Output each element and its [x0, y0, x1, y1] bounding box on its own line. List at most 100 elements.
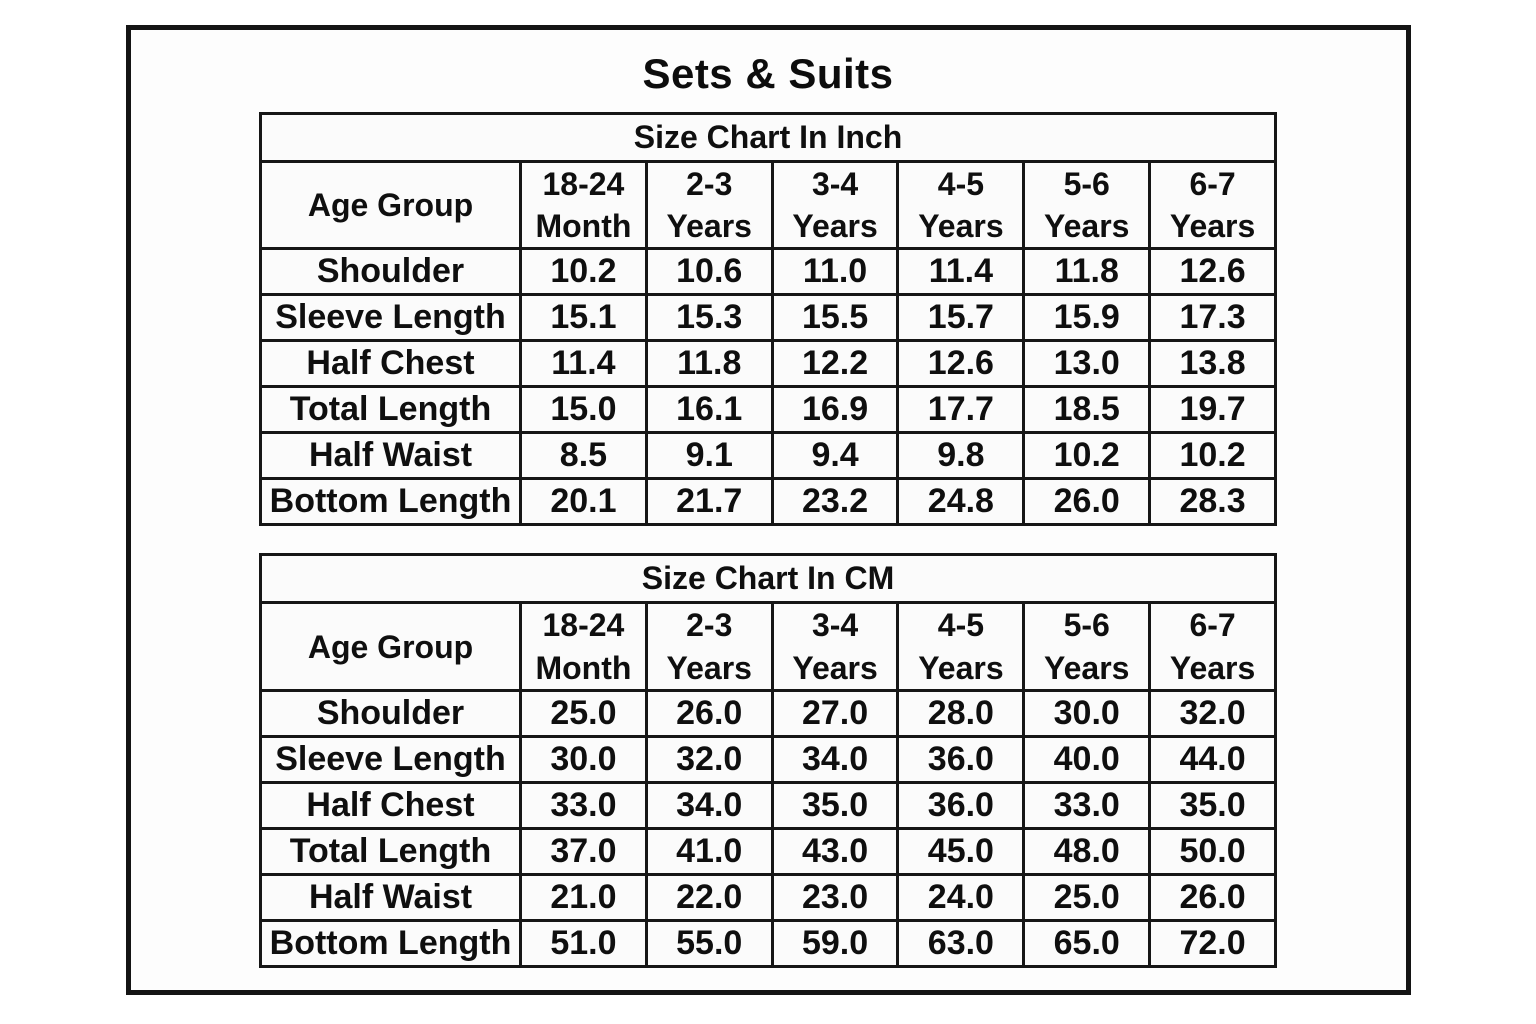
column-header-18-24-month: 18-24 Month: [519, 601, 648, 692]
table-row: Sleeve Length 15.1 15.3 15.5 15.7 15.9 1…: [259, 293, 1277, 343]
table-row: Bottom Length 20.1 21.7 23.2 24.8 26.0 2…: [259, 477, 1277, 527]
outer-frame: Sets & Suits Size Chart In Inch Age Grou…: [125, 25, 1411, 995]
row-label-bottom-length: Bottom Length: [259, 477, 522, 527]
table-cell: 33.0: [1022, 780, 1152, 830]
table-row: Bottom Length 51.0 55.0 59.0 63.0 65.0 7…: [259, 918, 1277, 968]
table-row: Total Length 37.0 41.0 43.0 45.0 48.0 50…: [259, 826, 1277, 876]
table-cell: 35.0: [770, 780, 900, 830]
table-cell: 72.0: [1148, 918, 1277, 968]
table-row: Half Waist 8.5 9.1 9.4 9.8 10.2 10.2: [259, 431, 1277, 481]
table-cell: 23.2: [770, 477, 900, 527]
table-cell: 26.0: [1148, 872, 1277, 922]
table-cell: 20.1: [519, 477, 648, 527]
table-cell: 13.8: [1148, 339, 1277, 389]
row-label-half-waist: Half Waist: [259, 431, 522, 481]
table-cell: 15.3: [644, 293, 774, 343]
table-cell: 36.0: [896, 780, 1026, 830]
table-cell: 11.8: [1022, 247, 1152, 297]
table-cell: 10.2: [1148, 431, 1277, 481]
table-cell: 65.0: [1022, 918, 1152, 968]
table-cell: 15.5: [770, 293, 900, 343]
column-header-line: 4-5: [937, 607, 985, 644]
table-cell: 36.0: [896, 734, 1026, 784]
table-cell: 27.0: [770, 688, 900, 738]
column-header-line: 4-5: [937, 166, 985, 202]
table-cell: 15.0: [519, 385, 648, 435]
table-cell: 63.0: [896, 918, 1026, 968]
column-header-5-6-years: 5-6 Years: [1022, 601, 1152, 692]
table-caption-inch: Size Chart In Inch: [259, 112, 1277, 163]
age-group-header: Age Group: [259, 159, 522, 251]
table-cell: 30.0: [1022, 688, 1152, 738]
table-cell: 11.4: [519, 339, 648, 389]
column-header-line: 18-24: [542, 166, 625, 202]
table-cell: 34.0: [644, 780, 774, 830]
table-cell: 30.0: [519, 734, 648, 784]
row-label-total-length: Total Length: [259, 826, 522, 876]
table-cell: 33.0: [519, 780, 648, 830]
table-row: Shoulder 25.0 26.0 27.0 28.0 30.0 32.0: [259, 688, 1277, 738]
column-header-6-7-years: 6-7 Years: [1148, 601, 1277, 692]
table-cell: 25.0: [519, 688, 648, 738]
size-chart-cm-table: Size Chart In CM Age Group 18-24 Month 2…: [259, 553, 1277, 968]
column-header-line: Years: [666, 208, 752, 245]
table-cell: 8.5: [519, 431, 648, 481]
table-row: Sleeve Length 30.0 32.0 34.0 36.0 40.0 4…: [259, 734, 1277, 784]
table-row: Total Length 15.0 16.1 16.9 17.7 18.5 19…: [259, 385, 1277, 435]
table-cell: 15.7: [896, 293, 1026, 343]
table-caption-cm: Size Chart In CM: [259, 553, 1277, 605]
size-chart-inch-table: Size Chart In Inch Age Group 18-24 Month…: [259, 112, 1277, 527]
table-cell: 51.0: [519, 918, 648, 968]
table-cell: 15.9: [1022, 293, 1152, 343]
table-header-row: Age Group 18-24 Month 2-3 Years 3-4 Year…: [259, 159, 1277, 251]
column-header-line: Years: [918, 649, 1004, 686]
column-header-line: 5-6: [1063, 607, 1110, 644]
table-cell: 48.0: [1022, 826, 1152, 876]
row-label-shoulder: Shoulder: [259, 688, 522, 738]
column-header-3-4-years: 3-4 Years: [770, 601, 900, 692]
table-cell: 32.0: [1148, 688, 1277, 738]
page-title: Sets & Suits: [642, 50, 894, 97]
column-header-line: Years: [1044, 649, 1130, 686]
table-cell: 40.0: [1022, 734, 1152, 784]
table-cell: 59.0: [770, 918, 900, 968]
table-cell: 22.0: [644, 872, 774, 922]
table-cell: 24.8: [896, 477, 1026, 527]
column-header-2-3-years: 2-3 Years: [644, 159, 774, 251]
column-header-line: 2-3: [686, 607, 733, 644]
table-cell: 13.0: [1022, 339, 1152, 389]
table-cell: 16.9: [770, 385, 900, 435]
row-label-shoulder: Shoulder: [259, 247, 522, 297]
table-header-row: Age Group 18-24 Month 2-3 Years 3-4 Year…: [259, 601, 1277, 692]
table-cell: 43.0: [770, 826, 900, 876]
table-caption-row: Size Chart In CM: [259, 553, 1277, 605]
table-cell: 12.2: [770, 339, 900, 389]
column-header-line: 6-7: [1189, 607, 1236, 644]
table-cell: 23.0: [770, 872, 900, 922]
table-cell: 32.0: [644, 734, 774, 784]
column-header-line: Month: [535, 208, 632, 245]
table-cell: 17.7: [896, 385, 1026, 435]
table-cell: 16.1: [644, 385, 774, 435]
column-header-5-6-years: 5-6 Years: [1022, 159, 1152, 251]
column-header-4-5-years: 4-5 Years: [896, 601, 1026, 692]
row-label-half-chest: Half Chest: [259, 339, 522, 389]
column-header-line: Years: [918, 208, 1004, 245]
row-label-half-chest: Half Chest: [259, 780, 522, 830]
column-header-line: Years: [1169, 208, 1256, 245]
row-label-half-waist: Half Waist: [259, 872, 522, 922]
table-cell: 50.0: [1148, 826, 1277, 876]
table-cell: 9.1: [644, 431, 774, 481]
column-header-6-7-years: 6-7 Years: [1148, 159, 1277, 251]
column-header-line: 2-3: [686, 166, 733, 202]
column-header-18-24-month: 18-24 Month: [519, 159, 648, 251]
column-header-line: Years: [666, 649, 752, 686]
table-cell: 19.7: [1148, 385, 1277, 435]
column-header-line: 5-6: [1063, 166, 1110, 202]
column-header-line: 6-7: [1189, 166, 1236, 202]
table-cell: 35.0: [1148, 780, 1277, 830]
table-row: Half Chest 11.4 11.8 12.2 12.6 13.0 13.8: [259, 339, 1277, 389]
table-cell: 12.6: [896, 339, 1026, 389]
table-cell: 24.0: [896, 872, 1026, 922]
table-cell: 11.8: [644, 339, 774, 389]
